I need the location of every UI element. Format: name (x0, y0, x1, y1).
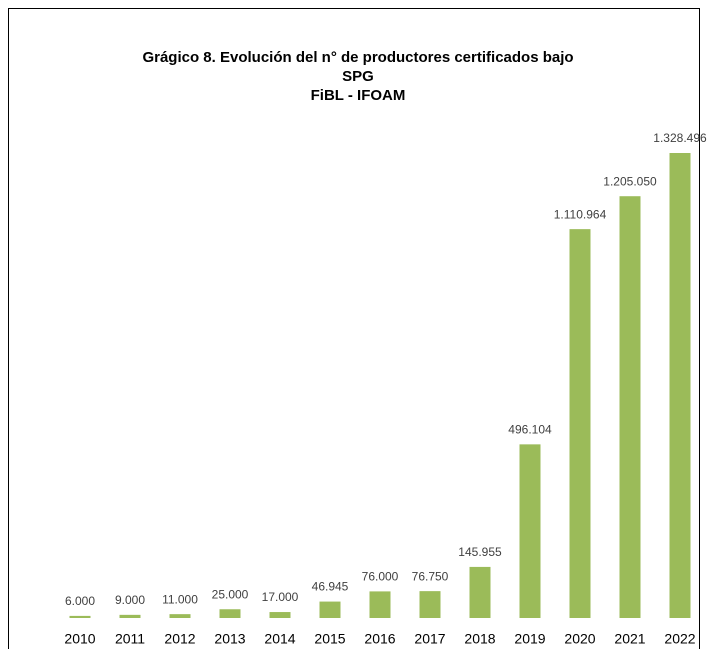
chart-title: SPG (342, 68, 374, 85)
value-label: 76.000 (362, 570, 399, 584)
x-tick-label: 2013 (214, 631, 245, 647)
x-tick-label: 2020 (564, 631, 595, 647)
x-tick-label: 2012 (164, 631, 195, 647)
bar (669, 153, 691, 618)
bar (619, 196, 641, 618)
bar (519, 444, 541, 618)
value-label: 11.000 (162, 592, 198, 606)
x-tick-label: 2011 (115, 631, 145, 647)
value-label: 9.000 (115, 593, 145, 607)
value-label: 1.328.496 (653, 131, 707, 145)
value-label: 76.750 (412, 569, 449, 583)
bar (119, 614, 141, 618)
x-tick-label: 2016 (364, 631, 395, 647)
x-tick-label: 2010 (64, 631, 95, 647)
bar (219, 609, 241, 618)
value-label: 496.104 (508, 423, 552, 437)
value-label: 46.945 (312, 580, 349, 594)
value-label: 145.955 (458, 545, 502, 559)
bar (469, 566, 491, 618)
chart-subtitle: FiBL - IFOAM (311, 87, 406, 104)
chart-title: Grágico 8. Evolución del n° de productor… (142, 49, 573, 66)
value-label: 6.000 (65, 594, 95, 608)
x-tick-label: 2015 (314, 631, 345, 647)
value-label: 17.000 (262, 590, 299, 604)
bar (269, 612, 291, 618)
bar (369, 591, 391, 618)
value-label: 1.205.050 (603, 174, 657, 188)
chart-frame (8, 8, 700, 649)
x-tick-label: 2021 (614, 631, 645, 647)
bar (569, 229, 591, 619)
bar (419, 591, 441, 618)
x-tick-label: 2019 (514, 631, 545, 647)
x-tick-label: 2022 (664, 631, 695, 647)
bar (69, 615, 91, 618)
x-tick-label: 2018 (464, 631, 495, 647)
value-label: 1.110.964 (554, 207, 607, 221)
x-tick-label: 2014 (264, 631, 295, 647)
x-tick-label: 2017 (414, 631, 445, 647)
bar (319, 601, 341, 618)
value-label: 25.000 (212, 587, 249, 601)
bar (169, 614, 191, 618)
